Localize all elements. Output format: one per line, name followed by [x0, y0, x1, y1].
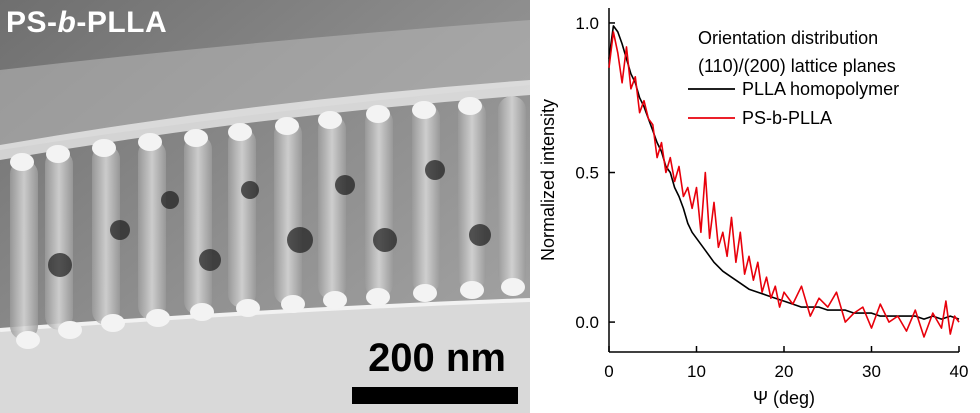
tem-lower-substrate: [0, 300, 530, 413]
tem-title-italic: b: [57, 6, 77, 39]
tem-dark-domains: [48, 160, 491, 277]
legend-label-1: PS-b-PLLA: [742, 108, 832, 128]
scale-bar-label: 200 nm: [368, 336, 506, 380]
x-tick-label-3: 30: [862, 362, 881, 381]
tem-title-suffix: -PLLA: [76, 6, 168, 39]
tem-micrograph: PS-b-PLLA 200 nm: [0, 0, 530, 413]
tem-rod-tips: [10, 97, 525, 349]
y-tick-label-2: 1.0: [575, 14, 599, 33]
legend-label-0: PLLA homopolymer: [742, 79, 899, 99]
scale-bar: [352, 387, 518, 404]
plot-area: 0 10 20 30 40 0.0 0.5 1.0 Ψ (deg) Normalized inte…: [538, 8, 968, 408]
y-tick-label-1: 0.5: [575, 164, 599, 183]
tem-title: PS-b-PLLA: [6, 6, 167, 40]
tem-nanorods: [10, 96, 526, 340]
tem-title-prefix: PS-: [6, 6, 58, 39]
x-axis-title: Ψ (deg): [753, 388, 815, 408]
x-tick-label-0: 0: [604, 362, 613, 381]
legend-title-line2: (110)/(200) lattice planes: [698, 56, 896, 76]
tem-image: [0, 0, 530, 413]
y-tick-label-0: 0.0: [575, 313, 599, 332]
tem-upper-band: [0, 20, 530, 150]
legend-title-line1: Orientation distribution: [698, 28, 878, 48]
x-tick-label-2: 20: [775, 362, 794, 381]
orientation-chart: 0 10 20 30 40 0.0 0.5 1.0 Ψ (deg) Normalized inte…: [538, 8, 968, 408]
y-axis-title: Normalized intensity: [538, 99, 558, 261]
tem-membrane-edge: [0, 80, 530, 160]
series-line-1: [608, 31, 960, 338]
x-tick-label-4: 40: [950, 362, 969, 381]
x-tick-label-1: 10: [687, 362, 706, 381]
